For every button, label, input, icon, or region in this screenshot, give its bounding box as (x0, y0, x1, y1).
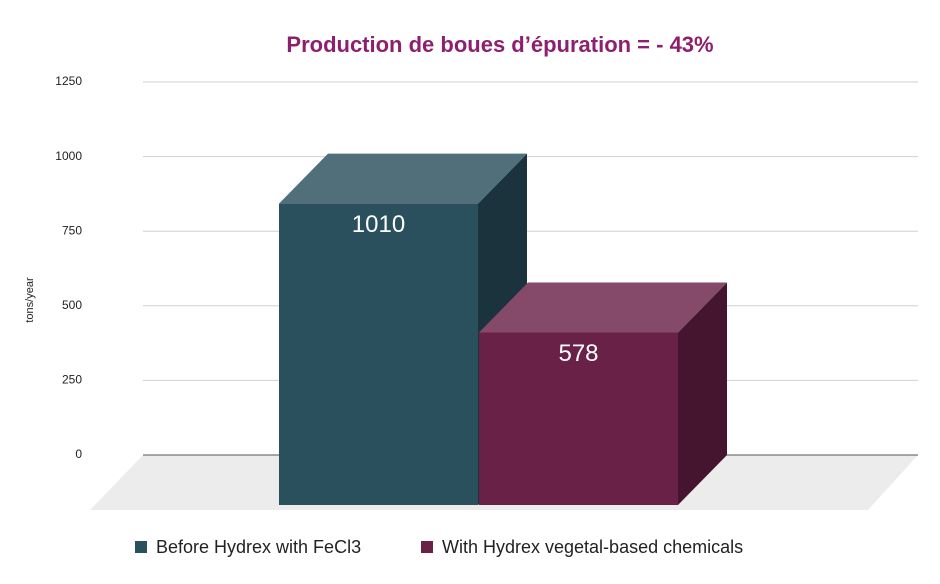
y-tick-label: 0 (75, 447, 82, 461)
legend-label: With Hydrex vegetal-based chemicals (442, 537, 743, 557)
bar (479, 282, 727, 505)
y-tick-label: 750 (62, 223, 82, 237)
bar-side (678, 282, 727, 505)
bar-top (279, 153, 527, 204)
data-label: 1010 (352, 211, 405, 238)
legend-swatch (421, 541, 433, 553)
data-label: 578 (558, 340, 598, 367)
y-tick-label: 500 (62, 298, 82, 312)
y-tick-label: 1250 (55, 74, 82, 88)
y-axis-label: tons/year (24, 277, 36, 323)
y-tick-label: 250 (62, 373, 82, 387)
legend-swatch (135, 541, 147, 553)
bar-front (479, 332, 678, 505)
legend-label: Before Hydrex with FeCl3 (156, 537, 361, 557)
bar-front (279, 203, 478, 505)
chart-title: Production de boues d’épuration = - 43% (286, 32, 713, 57)
y-tick-label: 1000 (55, 149, 82, 163)
bar-top (479, 282, 727, 333)
